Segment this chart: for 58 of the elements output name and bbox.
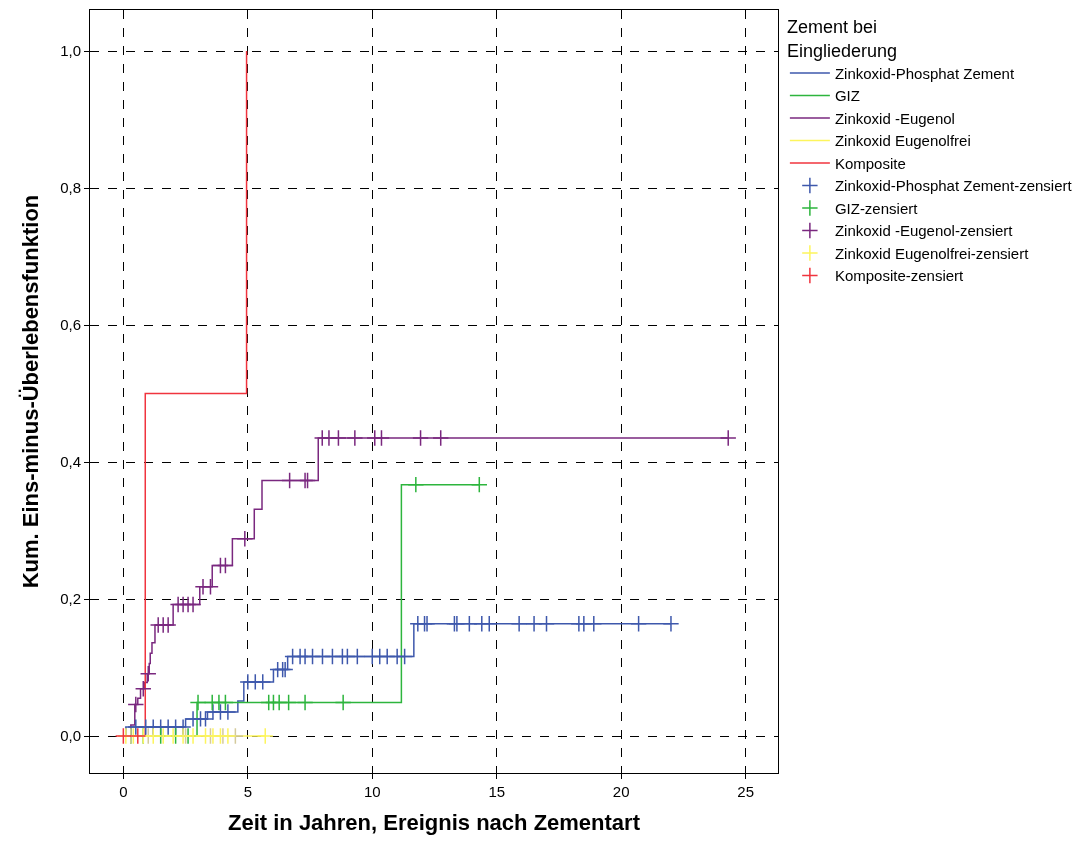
point <box>480 615 498 633</box>
point <box>412 429 430 447</box>
point <box>585 615 603 633</box>
point <box>184 596 202 613</box>
point <box>719 429 737 447</box>
x-tick-label: 25 <box>737 783 754 800</box>
legend-label: Zinkoxid -Eugenol-zensiert <box>834 222 1014 240</box>
x-tick-label: 20 <box>612 783 630 800</box>
point <box>127 696 145 713</box>
legend-label: Zinkoxid -Eugenol <box>834 109 955 127</box>
y-tick-label: 1,0 <box>60 42 81 60</box>
x-axis-title: Zeit in Jahren, Ereignis nach Zementart <box>228 809 641 835</box>
point <box>129 727 147 745</box>
point <box>407 476 425 494</box>
legend-label: GIZ <box>834 87 860 105</box>
point <box>281 472 299 489</box>
point <box>296 694 314 711</box>
legend-label: Zinkoxid-Phosphat Zement-zensiert <box>834 177 1073 195</box>
x-tick-label: 5 <box>243 783 252 800</box>
point <box>254 673 272 691</box>
point <box>510 615 528 633</box>
point <box>202 578 219 596</box>
point <box>134 680 152 698</box>
y-tick-label: 0,4 <box>60 453 81 471</box>
x-tick-label: 10 <box>363 783 381 800</box>
x-tick-label: 15 <box>488 783 506 800</box>
x-tick-label: 0 <box>119 783 128 800</box>
y-tick-label: 0,2 <box>60 590 81 608</box>
point <box>189 694 207 711</box>
point <box>329 429 347 447</box>
y-tick-label: 0,0 <box>60 727 81 745</box>
point <box>236 530 254 548</box>
point <box>346 429 364 447</box>
legend-label: Zinkoxid Eugenolfrei <box>834 132 971 150</box>
point <box>256 727 274 745</box>
legend-label: Komposite-zensiert <box>834 267 965 285</box>
point <box>219 727 237 745</box>
y-tick-label: 0,8 <box>60 179 81 197</box>
point <box>470 476 488 494</box>
legend-label: Komposite <box>834 154 906 172</box>
point <box>662 615 680 633</box>
point <box>396 648 414 666</box>
legend-label: GIZ-zensiert <box>834 199 919 217</box>
point <box>216 557 234 574</box>
y-tick-label: 0,6 <box>60 316 81 334</box>
legend-label: Zinkoxid Eugenolfrei-zensiert <box>834 244 1030 262</box>
point <box>280 694 298 711</box>
point <box>139 665 157 683</box>
point <box>216 694 234 711</box>
point <box>348 648 366 666</box>
legend-title: Zement bei Eingliederung <box>786 17 897 61</box>
point <box>219 703 237 721</box>
legend-label: Zinkoxid-Phosphat Zement <box>834 64 1015 82</box>
point <box>432 429 450 447</box>
point <box>538 615 555 633</box>
point <box>630 615 648 633</box>
point <box>334 694 352 711</box>
y-axis-title: Kum. Eins-minus-Überlebensfunktion <box>17 194 43 589</box>
